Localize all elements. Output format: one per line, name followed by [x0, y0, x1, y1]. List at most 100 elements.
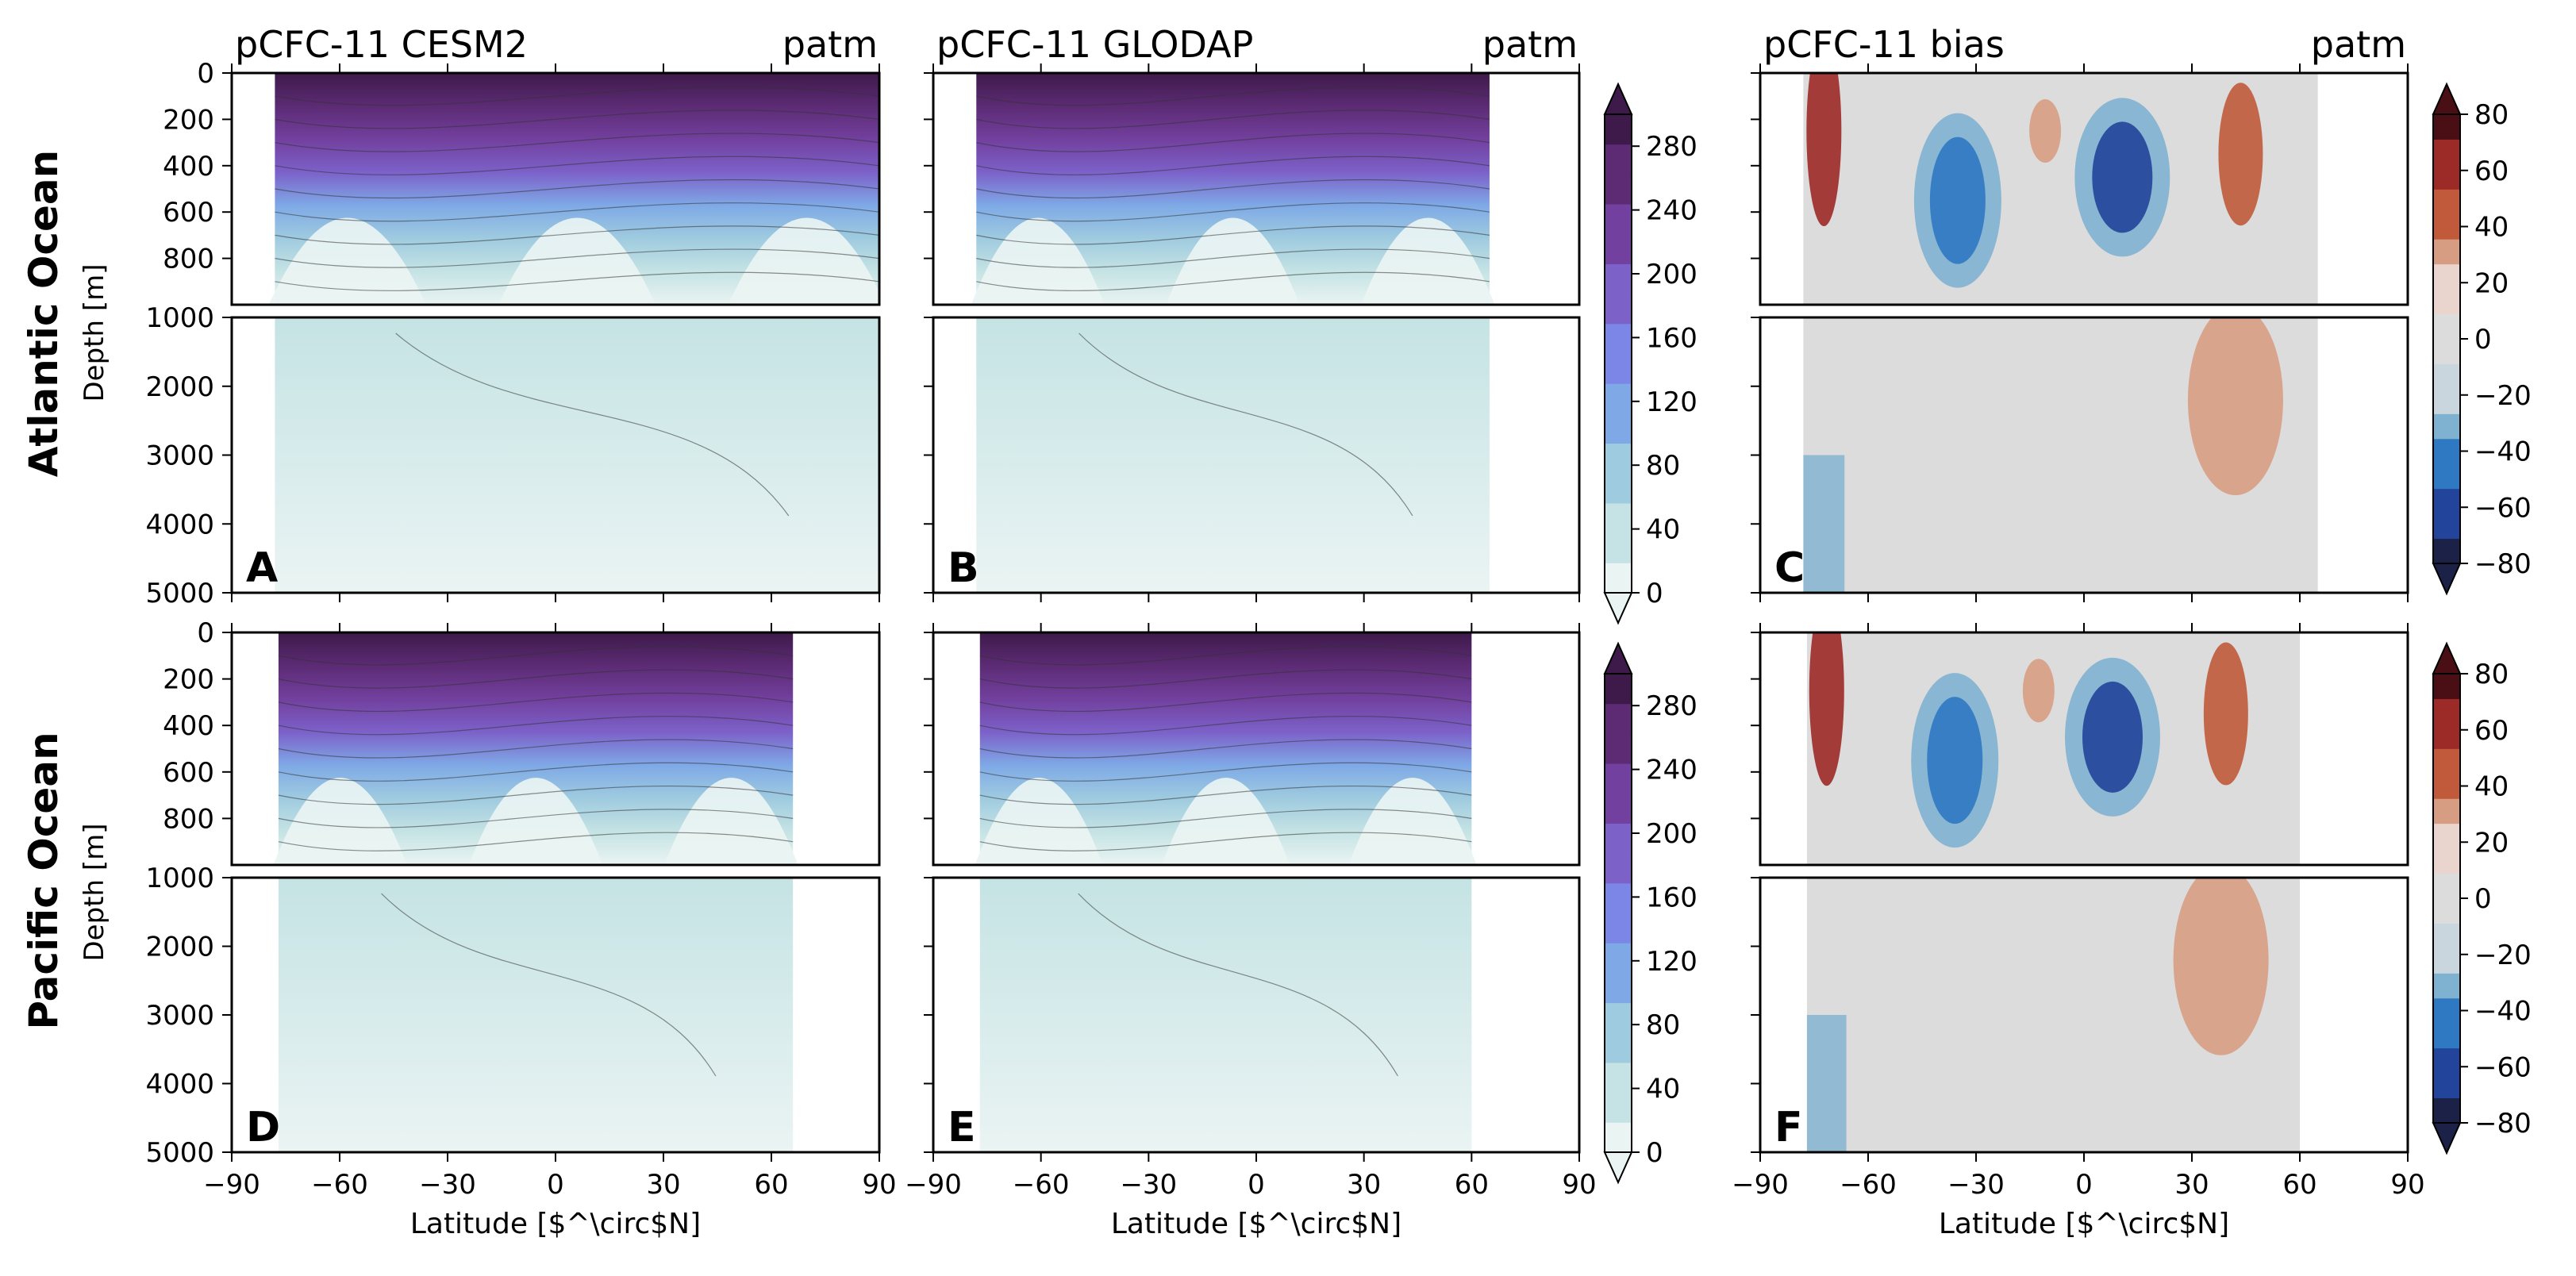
- row-label-pacific: Pacific Ocean: [21, 732, 67, 1029]
- colorbar-extend-min: [1603, 1151, 1633, 1185]
- colorbar-segment: [2433, 413, 2460, 440]
- y-tick-label: 400: [163, 151, 214, 183]
- colorbar-segment: [2433, 513, 2460, 540]
- x-tick-label: 30: [646, 1169, 680, 1201]
- colorbar-segment: [1605, 733, 1632, 764]
- colorbar-pcfc-top: 0 40 80 120 160 200 240 280: [1603, 82, 1697, 625]
- bias-anomaly: [2022, 659, 2055, 723]
- colorbar-tick-label: −40: [2474, 996, 2532, 1028]
- bias-anomaly: [1806, 1015, 1847, 1152]
- colorbar-segment: [2433, 997, 2460, 1024]
- colorbar-segment: [1605, 383, 1632, 414]
- colorbar-segment: [2433, 947, 2460, 974]
- panel-c: pCFC-11 bias patm C: [1751, 23, 2409, 602]
- contour-line: [275, 248, 879, 268]
- colorbar-segment: [2433, 1047, 2460, 1074]
- bias-anomaly: [2092, 121, 2153, 233]
- colorbar-tick-label: −60: [2474, 1051, 2532, 1083]
- contour-line: [976, 225, 1490, 245]
- colorbar-segment: [1605, 793, 1632, 824]
- bias-anomaly: [2029, 99, 2062, 163]
- y-axis-label: Depth [m]: [79, 263, 110, 402]
- colorbar-segment: [1605, 763, 1632, 794]
- x-tick-label: 30: [2174, 1169, 2209, 1201]
- panel-d: −90 −60 −30 0 30 60 90 0 200 400 600 800 1000 2000 300…: [79, 617, 897, 1240]
- colorbar-segment: [2433, 239, 2460, 265]
- low-concentration-dome: [664, 778, 798, 865]
- bias-anomaly: [2203, 642, 2248, 786]
- panel-title: pCFC-11 bias: [1763, 23, 2005, 66]
- panel-a-lower-field: [275, 317, 879, 593]
- colorbar-tick-label: −20: [2474, 940, 2532, 971]
- colorbar-segment: [1605, 1122, 1632, 1153]
- colorbar-tick-label: 280: [1646, 690, 1697, 722]
- colorbar-segment: [2433, 698, 2460, 724]
- colorbar-segment: [1605, 294, 1632, 325]
- colorbar-segment: [2433, 388, 2460, 414]
- y-tick-label: 0: [197, 617, 214, 649]
- x-tick-label: 60: [2282, 1169, 2316, 1201]
- panel-letter: C: [1774, 544, 1805, 592]
- x-axis-label: Latitude [$^\circ$N]: [410, 1208, 701, 1240]
- colorbar-tick-label: 0: [1646, 1137, 1663, 1169]
- colorbar-tick-label: 20: [2474, 827, 2509, 859]
- colorbar-segment: [2433, 263, 2460, 290]
- y-tick-label: 800: [163, 244, 214, 275]
- colorbar-segment: [1605, 1062, 1632, 1093]
- colorbar-segment: [2433, 773, 2460, 799]
- panel-letter: D: [246, 1104, 280, 1151]
- colorbar-tick-label: 200: [1646, 259, 1697, 290]
- colorbar-segment: [1605, 1032, 1632, 1063]
- contour-line: [275, 271, 879, 291]
- colorbar-segment: [2433, 898, 2460, 924]
- colorbar-extend-max: [2432, 82, 2462, 115]
- colorbar-tick-label: 40: [1646, 1074, 1680, 1105]
- colorbar-tick-label: 80: [1646, 450, 1680, 482]
- colorbar-extend-min: [1603, 592, 1633, 625]
- colorbar-tick-label: 80: [2474, 99, 2509, 131]
- colorbar-tick-label: 0: [2474, 324, 2492, 356]
- colorbar-tick-label: 280: [1646, 131, 1697, 163]
- x-tick-label: −60: [1013, 1169, 1070, 1201]
- unit-label: patm: [782, 23, 878, 66]
- colorbar-segment: [2433, 488, 2460, 514]
- colorbar-segment: [1605, 563, 1632, 594]
- contour-line: [979, 716, 1472, 736]
- x-tick-label: 0: [1248, 1169, 1265, 1201]
- colorbar-tick-label: 240: [1646, 755, 1697, 786]
- colorbar-segment: [2433, 1023, 2460, 1049]
- panel-letter: B: [948, 544, 979, 592]
- x-axis-label: Latitude [$^\circ$N]: [1939, 1208, 2229, 1240]
- contour-line: [275, 202, 879, 222]
- colorbar-segment: [2433, 798, 2460, 824]
- y-tick-label: 3000: [145, 1000, 214, 1032]
- colorbar-tick-label: 0: [1646, 578, 1663, 609]
- contour-line: [976, 133, 1490, 152]
- contour-line: [979, 739, 1472, 759]
- panel-e: −90 −60 −30 0 30 60 90 E Latitude [$^\circ$N]: [905, 623, 1597, 1240]
- colorbar-tick-label: 80: [1646, 1009, 1680, 1041]
- unit-label: patm: [2311, 23, 2406, 66]
- contour-line: [976, 271, 1490, 291]
- colorbar-segment: [2433, 339, 2460, 364]
- panel-f: −90 −60 −30 0 30 60 90 F Latitude [$^\circ$N]: [1732, 623, 2425, 1240]
- colorbar-extend-max: [1603, 82, 1633, 115]
- colorbar-tick-label: 40: [2474, 212, 2509, 244]
- bias-anomaly: [1927, 697, 1983, 824]
- low-concentration-dome: [1348, 778, 1477, 865]
- colorbar-tick-label: −80: [2474, 1108, 2532, 1140]
- colorbar-frame: [1604, 113, 1632, 594]
- colorbar-segment: [2433, 438, 2460, 464]
- colorbar-segment: [2433, 538, 2460, 564]
- x-tick-label: −90: [905, 1169, 962, 1201]
- colorbar-tick-label: 40: [2474, 771, 2509, 803]
- y-tick-label: 0: [197, 58, 214, 90]
- colorbar-tick-label: 20: [2474, 267, 2509, 299]
- row-labels-layer: Atlantic Ocean Pacific Ocean: [21, 150, 67, 1030]
- panel-title: pCFC-11 GLODAP: [936, 23, 1253, 66]
- colorbar-segment: [1605, 532, 1632, 563]
- x-tick-label: 90: [2390, 1169, 2424, 1201]
- colorbar-segment: [2433, 848, 2460, 874]
- panel-f-lower-field: [1806, 878, 2300, 1152]
